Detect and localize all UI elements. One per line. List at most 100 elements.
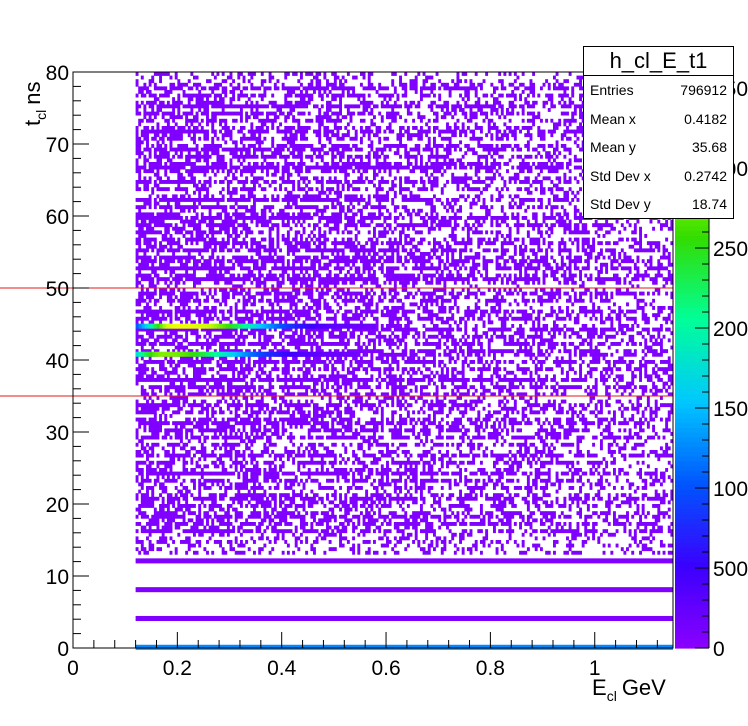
heatmap-cell	[550, 482, 554, 487]
heatmap-cell	[498, 496, 502, 501]
heatmap-cell	[654, 432, 658, 436]
heatmap-cell	[169, 392, 173, 397]
heatmap-cell	[365, 493, 369, 498]
heatmap-cell	[537, 367, 541, 372]
heatmap-cell	[166, 493, 170, 498]
heatmap-cell	[422, 478, 426, 483]
heatmap-cell	[239, 493, 243, 498]
heatmap-cell	[341, 475, 345, 480]
heatmap-cell	[605, 464, 609, 469]
heatmap-cell	[404, 478, 408, 483]
heatmap-cell	[404, 493, 408, 498]
heatmap-cell	[164, 471, 168, 476]
heatmap-cell	[328, 514, 332, 519]
heatmap-cell	[534, 370, 538, 375]
heatmap-cell	[284, 410, 288, 415]
heatmap-cell	[245, 363, 249, 368]
heatmap-cell	[422, 428, 426, 433]
heatmap-cell	[620, 410, 624, 415]
heatmap-cell	[626, 471, 629, 476]
heatmap-cell	[547, 525, 551, 530]
heatmap-cell	[323, 486, 327, 490]
heatmap-cell	[539, 522, 543, 526]
heatmap-cell	[654, 529, 658, 534]
heatmap-cell	[349, 507, 353, 512]
heatmap-cell	[592, 522, 596, 526]
heatmap-cell	[237, 514, 241, 519]
heatmap-cell	[146, 464, 149, 469]
heatmap-cell	[195, 403, 199, 408]
heatmap-cell	[313, 428, 316, 433]
heatmap-cell	[391, 417, 395, 422]
heatmap-cell	[448, 507, 452, 512]
heatmap-cell	[641, 522, 645, 526]
heatmap-cell	[354, 432, 358, 436]
heatmap-cell	[344, 504, 348, 508]
heatmap-cell	[586, 453, 590, 458]
heatmap-cell	[206, 410, 209, 415]
heatmap-cell	[553, 432, 556, 436]
heatmap-cell	[550, 385, 554, 390]
heatmap-cell	[581, 482, 585, 487]
heatmap-cell	[174, 525, 178, 530]
heatmap-cell	[153, 406, 157, 411]
heatmap-cell	[568, 421, 572, 426]
heatmap-cell	[568, 403, 572, 408]
heatmap-cell	[190, 468, 194, 472]
heatmap-cell	[271, 410, 275, 415]
heatmap-cell	[399, 406, 402, 411]
heatmap-cell	[524, 370, 528, 375]
heatmap-cell	[237, 489, 241, 494]
heatmap-cell	[258, 385, 262, 390]
heatmap-cell	[539, 363, 543, 368]
heatmap-cell	[586, 428, 590, 433]
heatmap-cell	[495, 417, 499, 422]
heatmap-cell	[151, 496, 155, 501]
heatmap-cell	[349, 442, 353, 447]
heatmap-cell	[563, 500, 567, 505]
heatmap-cell	[297, 460, 301, 465]
heatmap-cell	[529, 374, 533, 379]
heatmap-cell	[221, 518, 225, 523]
heatmap-cell	[219, 471, 222, 476]
heatmap-cell	[508, 442, 512, 447]
heatmap-cell	[605, 367, 609, 372]
heatmap-cell	[633, 367, 637, 372]
heatmap-cell	[354, 457, 358, 462]
heatmap-cell	[474, 435, 478, 440]
heatmap-cell	[281, 428, 285, 433]
heatmap-cell	[639, 550, 642, 555]
heatmap-cell	[393, 432, 397, 436]
heatmap-cell	[169, 428, 173, 433]
heatmap-cell	[448, 410, 452, 415]
heatmap-cell	[357, 385, 361, 390]
heatmap-cell	[250, 478, 254, 483]
heatmap-cell	[195, 367, 199, 372]
heatmap-cell	[539, 450, 543, 454]
heatmap-cell	[440, 522, 444, 526]
heatmap-cell	[307, 460, 311, 465]
heatmap-cell	[393, 392, 397, 397]
heatmap-cell	[148, 486, 152, 490]
heatmap-cell	[555, 475, 559, 480]
heatmap-cell	[453, 424, 457, 429]
heatmap-cell	[459, 489, 462, 494]
heatmap-cell	[153, 392, 157, 397]
heatmap-cell	[427, 468, 431, 472]
heatmap-cell	[649, 482, 653, 487]
heatmap-cell	[448, 540, 452, 544]
heatmap-cell	[419, 396, 423, 400]
heatmap-cell	[641, 493, 645, 498]
heatmap-cell	[380, 482, 384, 487]
heatmap-cell	[474, 543, 478, 548]
heatmap-cell	[493, 471, 496, 476]
heatmap-cell	[396, 496, 400, 501]
heatmap-cell	[341, 432, 345, 436]
heatmap-cell	[326, 403, 329, 408]
heatmap-cell	[232, 496, 236, 501]
heatmap-cell	[550, 460, 554, 465]
heatmap-cell	[571, 385, 575, 390]
heatmap-cell	[464, 507, 468, 512]
heatmap-cell	[307, 529, 311, 534]
heatmap-cell	[519, 522, 522, 526]
